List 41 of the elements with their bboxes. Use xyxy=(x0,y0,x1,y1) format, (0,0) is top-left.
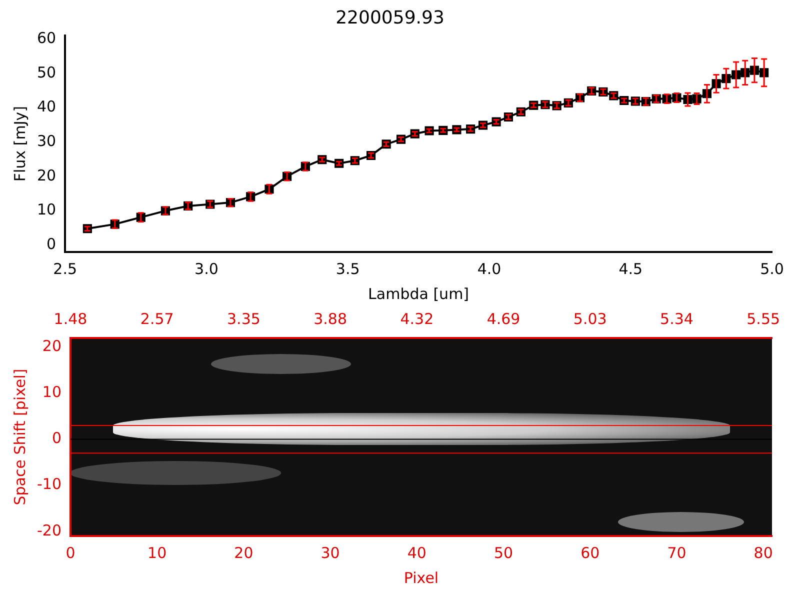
y-tick-label: 20 xyxy=(42,337,62,356)
text: 5.34 xyxy=(660,310,694,328)
x-tick-label: 20 xyxy=(234,544,254,562)
text: 3.35 xyxy=(227,310,260,328)
y-tick-label: 10 xyxy=(36,200,56,219)
text: 3.88 xyxy=(314,310,348,328)
x-tick-label: 3.0 xyxy=(194,260,218,278)
x-tick-label: 3.5 xyxy=(336,260,360,278)
text: 4.32 xyxy=(400,310,434,328)
y-tick-label: 50 xyxy=(36,63,56,82)
text: 1.48 xyxy=(54,310,88,328)
x-tick-label: 80 xyxy=(754,544,773,562)
y-axis-title: Space Shift [pixel] xyxy=(10,368,29,506)
x-tick-label: 4.0 xyxy=(477,260,502,278)
chart-title: 2200059.93 xyxy=(336,7,444,28)
text: 5.03 xyxy=(573,310,607,328)
y-tick-label: 10 xyxy=(42,383,62,402)
text: 5.55 xyxy=(746,310,780,328)
y-tick-label: 40 xyxy=(36,98,56,116)
y-tick-label: 20 xyxy=(36,166,56,184)
y-tick-label: -20 xyxy=(37,521,62,540)
x-tick-label: 50 xyxy=(494,544,514,562)
y-tick-label: 0 xyxy=(52,429,62,448)
x-tick-label: 5.0 xyxy=(760,260,784,278)
x-tick-label: 60 xyxy=(580,544,600,562)
x-tick-label: 40 xyxy=(407,544,426,562)
x-tick-label: 10 xyxy=(148,544,167,562)
text: 4.69 xyxy=(486,310,520,328)
y-axis-title: Flux [mJy] xyxy=(10,106,29,182)
y-tick-label: 60 xyxy=(36,28,56,47)
y-tick-label: -10 xyxy=(37,475,62,494)
x-tick-label: 70 xyxy=(667,544,686,562)
x-tick-label: 4.5 xyxy=(618,260,643,278)
x-axis-title: Lambda [um] xyxy=(368,284,470,303)
x-tick-label: 2.5 xyxy=(53,260,78,278)
y-tick-label: 0 xyxy=(46,235,56,254)
y-tick-label: 30 xyxy=(36,132,56,150)
text: 2.57 xyxy=(140,310,174,328)
x-tick-label: 0 xyxy=(66,544,76,562)
x-tick-label: 30 xyxy=(320,544,340,562)
x-axis-title: Pixel xyxy=(404,568,439,587)
